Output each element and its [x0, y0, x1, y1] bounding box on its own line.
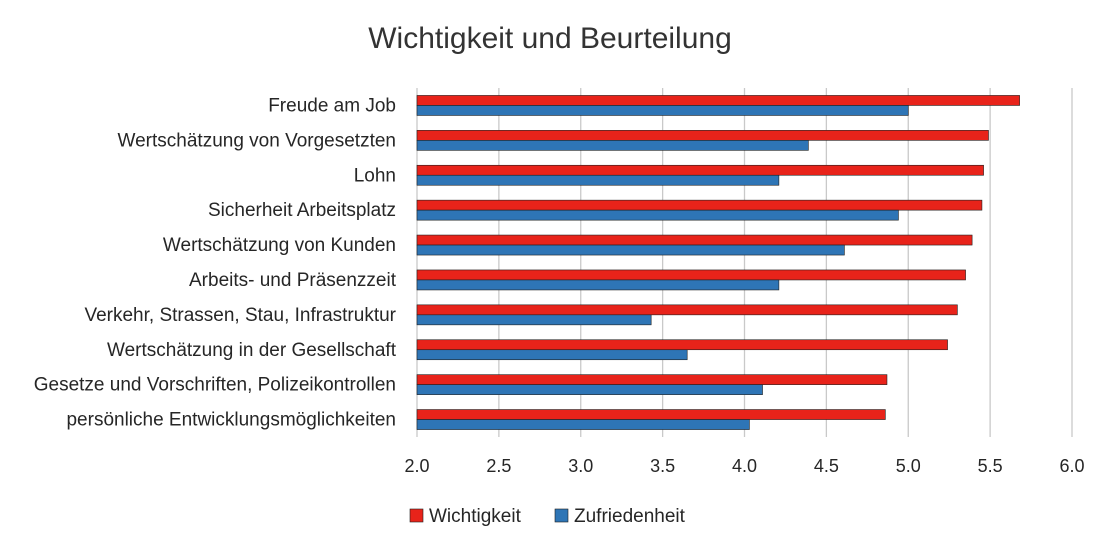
category-label: Wertschätzung von Vorgesetzten [118, 130, 396, 151]
x-tick-label: 4.0 [732, 456, 757, 476]
legend: Wichtigkeit Zufriedenheit [409, 506, 686, 527]
x-tick-label: 3.0 [568, 456, 593, 476]
legend-label-wichtigkeit: Wichtigkeit [429, 506, 522, 527]
bar-wichtigkeit-0 [416, 95, 1020, 106]
x-tick-label: 2.5 [486, 456, 511, 476]
x-tick-label: 2.0 [404, 456, 429, 476]
category-label: Wertschätzung in der Gesellschaft [107, 340, 397, 361]
bars-layer [416, 95, 1020, 430]
category-label: Arbeits- und Präsenzzeit [189, 270, 397, 291]
bar-wichtigkeit-8 [416, 374, 888, 385]
bar-zufriedenheit-6 [416, 314, 652, 326]
bar-zufriedenheit-5 [416, 279, 780, 291]
x-tick-label: 5.5 [978, 456, 1003, 476]
category-labels: Freude am Job Wertschätzung von Vorgesetz… [34, 95, 397, 430]
bar-wichtigkeit-5 [416, 269, 966, 281]
bar-wichtigkeit-3 [416, 199, 983, 211]
x-tick-label: 6.0 [1059, 456, 1084, 476]
category-label: Verkehr, Strassen, Stau, Infrastruktur [84, 305, 396, 326]
bar-wichtigkeit-1 [416, 130, 989, 141]
bar-wichtigkeit-9 [416, 409, 886, 420]
legend-label-zufriedenheit: Zufriedenheit [574, 506, 686, 527]
bar-zufriedenheit-2 [416, 174, 780, 186]
bar-zufriedenheit-0 [416, 105, 909, 116]
bar-wichtigkeit-7 [416, 339, 948, 351]
bar-zufriedenheit-3 [416, 209, 899, 221]
bar-zufriedenheit-9 [416, 419, 750, 430]
bar-zufriedenheit-1 [416, 140, 809, 151]
bar-zufriedenheit-8 [416, 384, 763, 395]
category-label: Gesetze und Vorschriften, Polizeikontrol… [34, 375, 396, 396]
category-label: Freude am Job [268, 95, 396, 116]
bar-zufriedenheit-4 [416, 244, 845, 256]
x-tick-label: 5.0 [896, 456, 921, 476]
category-label: Wertschätzung von Kunden [163, 235, 396, 256]
x-axis-tick-labels: 2.0 2.5 3.0 3.5 4.0 4.5 5.0 5.5 6.0 [404, 456, 1084, 476]
legend-swatch-wichtigkeit [409, 508, 424, 523]
bar-wichtigkeit-2 [416, 164, 984, 176]
legend-swatch-zufriedenheit [554, 508, 569, 523]
bar-wichtigkeit-6 [416, 304, 958, 316]
x-tick-label: 4.5 [814, 456, 839, 476]
bar-zufriedenheit-7 [416, 349, 688, 361]
bar-wichtigkeit-4 [416, 234, 973, 246]
x-tick-label: 3.5 [650, 456, 675, 476]
chart-title: Wichtigkeit und Beurteilung [368, 22, 732, 55]
category-label: Lohn [354, 165, 396, 186]
category-label: Sicherheit Arbeitsplatz [208, 200, 396, 221]
category-label: persönliche Entwicklungsmöglichkeiten [66, 410, 396, 431]
